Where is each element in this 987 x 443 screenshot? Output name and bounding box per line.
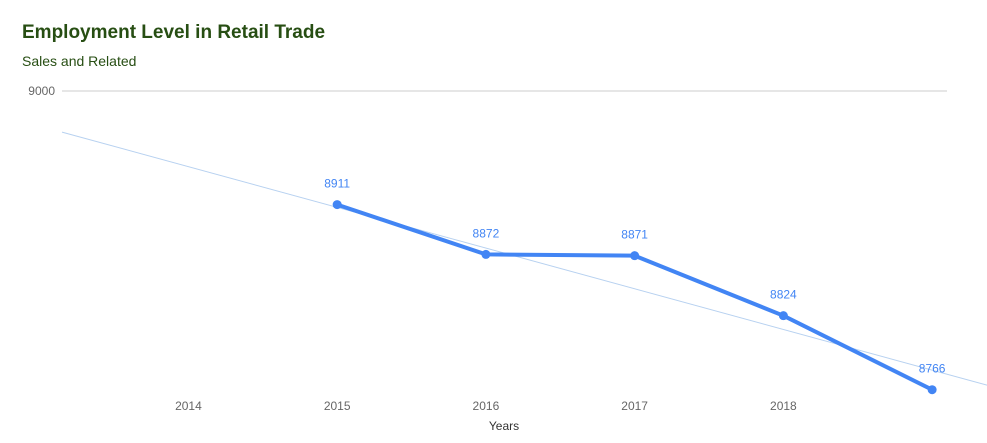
y-axis-ticks: 9000 <box>28 84 55 98</box>
data-point <box>332 200 342 210</box>
x-tick-label: 2014 <box>175 399 202 413</box>
data-point <box>630 251 640 261</box>
data-point <box>778 311 788 321</box>
x-tick-label: 2015 <box>324 399 351 413</box>
y-tick-label: 9000 <box>28 84 55 98</box>
x-tick-label: 2016 <box>473 399 500 413</box>
chart-title: Employment Level in Retail Trade <box>22 22 326 43</box>
x-tick-label: 2018 <box>770 399 797 413</box>
data-label: 8871 <box>621 228 648 242</box>
data-point <box>481 249 491 259</box>
data-label: 8911 <box>324 177 350 191</box>
x-axis-ticks: 2014 2015 2016 2017 2018 <box>175 399 797 413</box>
data-series: 8911 8872 8871 8824 8766 <box>324 177 946 395</box>
chart-subtitle: Sales and Related <box>22 53 137 69</box>
data-label: 8766 <box>919 362 946 376</box>
data-label: 8872 <box>473 226 500 240</box>
x-axis-title: Years <box>489 419 519 433</box>
data-label: 8824 <box>770 288 797 302</box>
x-tick-label: 2017 <box>621 399 648 413</box>
data-point <box>927 385 937 395</box>
